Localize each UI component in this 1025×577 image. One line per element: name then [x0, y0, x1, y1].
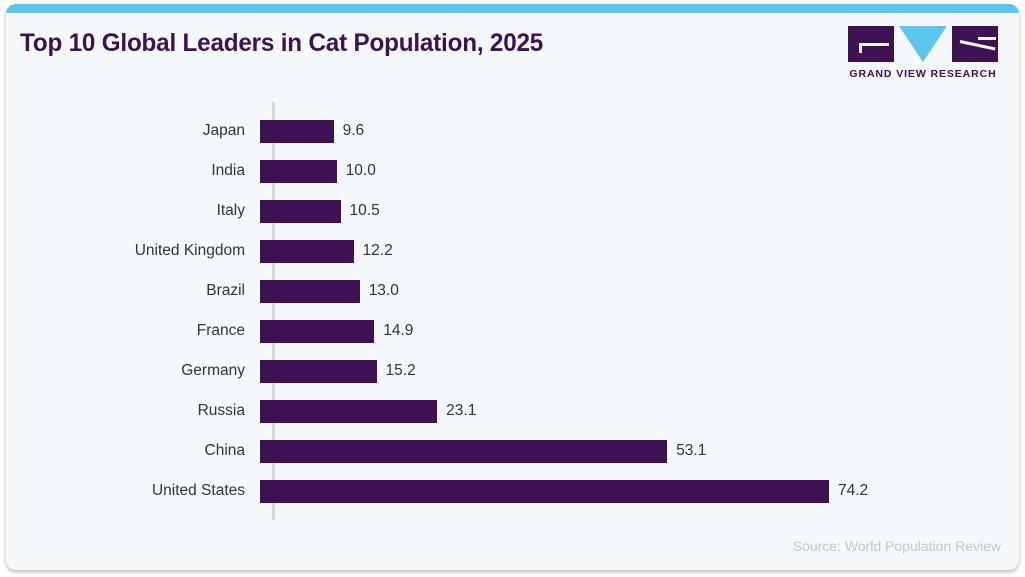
bar[interactable]	[260, 439, 668, 463]
bar-track: 10.0	[260, 151, 1019, 191]
bar[interactable]	[260, 479, 829, 503]
bar-row: China 53.1	[6, 431, 1019, 471]
bar[interactable]	[260, 119, 334, 143]
bar[interactable]	[260, 279, 360, 303]
bar-row: Japan 9.6	[6, 111, 1019, 151]
source-note: Source: World Population Review	[792, 538, 1001, 554]
logo-g-block-icon	[848, 26, 894, 62]
bar-value-label: 13.0	[368, 282, 399, 299]
bar-category-label: France	[196, 322, 245, 339]
top-accent-bar	[6, 4, 1019, 13]
bar-value-label: 53.1	[676, 442, 707, 459]
bar[interactable]	[260, 359, 377, 383]
bar-category-label: Russia	[197, 402, 245, 419]
bar-value-label: 10.5	[349, 202, 380, 219]
bar[interactable]	[260, 239, 354, 263]
bar[interactable]	[260, 399, 438, 423]
bar-track: 15.2	[260, 351, 1019, 391]
bar[interactable]	[260, 199, 341, 223]
bar-row: Germany 15.2	[6, 351, 1019, 391]
bar-track: 13.0	[260, 271, 1019, 311]
bar-row: Italy 10.5	[6, 191, 1019, 231]
bar-track: 53.1	[260, 431, 1019, 471]
bar-category-label: China	[204, 442, 246, 459]
bar-row: Russia 23.1	[6, 391, 1019, 431]
bar[interactable]	[260, 319, 375, 343]
bar-value-label: 23.1	[446, 402, 477, 419]
bar-category-label: India	[211, 162, 245, 179]
chart-card: Top 10 Global Leaders in Cat Population,…	[6, 4, 1019, 570]
bar-value-label: 10.0	[345, 162, 376, 179]
y-axis-line	[272, 102, 275, 520]
bar-category-label: Brazil	[206, 282, 245, 299]
bar-row: France 14.9	[6, 311, 1019, 351]
bar-value-label: 12.2	[362, 242, 393, 259]
grand-view-research-logo: GRAND VIEW RESEARCH	[848, 26, 998, 80]
bar-category-label: Italy	[216, 202, 245, 219]
page-title: Top 10 Global Leaders in Cat Population,…	[20, 29, 544, 57]
bar-row: United Kingdom 12.2	[6, 231, 1019, 271]
bar-value-label: 14.9	[383, 322, 414, 339]
logo-wordmark: GRAND VIEW RESEARCH	[849, 68, 997, 80]
bar-category-label: Germany	[181, 362, 245, 379]
bar-track: 9.6	[260, 111, 1019, 151]
bar-track: 23.1	[260, 391, 1019, 431]
bar-row: India 10.0	[6, 151, 1019, 191]
bar-value-label: 74.2	[838, 482, 869, 499]
bar[interactable]	[260, 159, 337, 183]
bar-value-label: 15.2	[385, 362, 416, 379]
bar-category-label: United Kingdom	[134, 242, 245, 259]
logo-v-triangle-icon	[899, 26, 947, 62]
bar-row: Brazil 13.0	[6, 271, 1019, 311]
bar-category-label: United States	[151, 482, 245, 499]
bar-row: United States 74.2	[6, 471, 1019, 511]
bar-track: 14.9	[260, 311, 1019, 351]
bar-rows: Japan 9.6 India 10.0 Italy 10.5 United Kingdom…	[6, 111, 1019, 511]
bar-value-label: 9.6	[342, 122, 365, 139]
logo-r-block-icon	[952, 26, 998, 62]
bar-category-label: Japan	[202, 122, 245, 139]
bar-track: 74.2	[260, 471, 1019, 511]
logo-marks	[848, 26, 998, 62]
bar-track: 10.5	[260, 191, 1019, 231]
bar-chart-plot-area: Japan 9.6 India 10.0 Italy 10.5 United Kingdom…	[6, 102, 1019, 522]
bar-track: 12.2	[260, 231, 1019, 271]
